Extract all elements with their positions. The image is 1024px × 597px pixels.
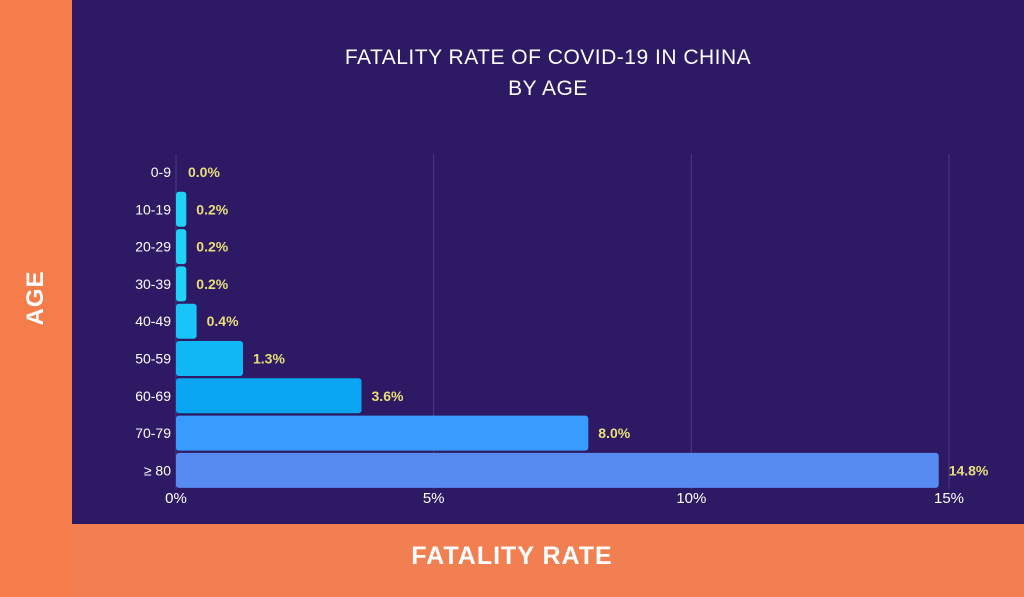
left-orange-band	[0, 0, 72, 597]
y-tick-label: ≥ 80	[144, 462, 171, 478]
x-tick-label: 0%	[165, 490, 187, 507]
y-tick-label: 70-79	[135, 425, 171, 441]
y-tick-label: 40-49	[135, 313, 171, 329]
x-axis-label: FATALITY RATE	[411, 542, 613, 570]
data-label: 0.0%	[188, 164, 220, 180]
bar	[176, 229, 187, 265]
bar	[176, 266, 187, 302]
data-label: 0.2%	[196, 276, 228, 292]
data-label: 0.2%	[196, 239, 228, 255]
chart-title-line2: BY AGE	[508, 77, 588, 100]
data-label: 0.2%	[196, 201, 228, 217]
x-tick-label: 10%	[676, 490, 706, 507]
data-label: 1.3%	[253, 351, 285, 367]
y-tick-label: 0-9	[151, 164, 171, 180]
bar	[176, 303, 197, 339]
x-tick-label: 5%	[423, 490, 445, 507]
bottom-orange-band	[72, 524, 1024, 597]
chart-title-line1: FATALITY RATE OF COVID-19 IN CHINA	[344, 46, 752, 69]
bar	[176, 415, 589, 451]
bar	[176, 452, 939, 488]
bar	[176, 378, 362, 414]
data-label: 3.6%	[372, 388, 404, 404]
bar	[176, 191, 187, 227]
chart-title: FATALITY RATE OF COVID-19 IN CHINA BY AG…	[72, 42, 1024, 104]
data-label: 8.0%	[598, 425, 630, 441]
data-label: 14.8%	[949, 462, 989, 478]
y-tick-label: 20-29	[135, 239, 171, 255]
x-tick-label: 15%	[934, 490, 964, 507]
y-tick-label: 30-39	[135, 276, 171, 292]
y-tick-label: 50-59	[135, 351, 171, 367]
data-label: 0.4%	[207, 313, 239, 329]
y-tick-label: 10-19	[135, 201, 171, 217]
y-tick-label: 60-69	[135, 388, 171, 404]
bar	[176, 341, 243, 376]
